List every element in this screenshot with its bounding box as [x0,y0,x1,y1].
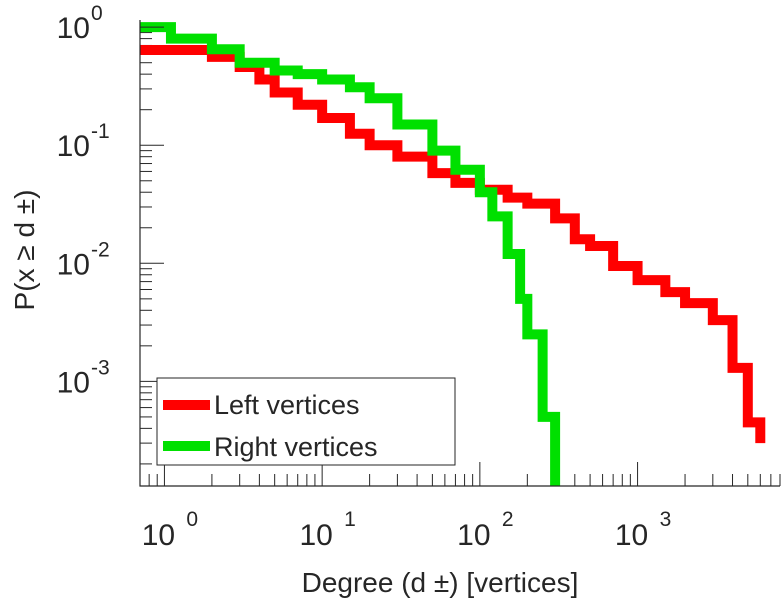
x-axis-label: Degree (d ±) [vertices] [302,567,579,598]
tick-labels: 10 0 10 1 10 2 10 310 010 -110 -210 -3 [57,2,672,552]
x-tick-label: 10 [142,519,175,552]
y-tick-exponent: 0 [91,2,103,25]
minor-ticks [139,32,781,486]
legend-label-left-vertices: Left vertices [214,390,360,420]
x-tick-label: 10 [457,519,490,552]
x-tick-exponent: 0 [186,508,198,531]
x-tick-label: 10 [615,519,648,552]
x-tick-exponent: 1 [344,508,356,531]
x-tick-label: 10 [299,519,332,552]
y-axis-label: P(x ≥ d ±) [9,190,40,311]
x-tick-exponent: 3 [660,508,672,531]
legend-label-right-vertices: Right vertices [214,432,378,462]
y-tick-label: 10 [57,12,90,45]
axes-frame [139,20,780,487]
y-tick-exponent: -1 [91,120,110,143]
series-line-right-vertices [140,22,561,486]
y-tick-exponent: -2 [91,238,110,261]
legend: Left vertices Right vertices [156,377,456,466]
x-tick-exponent: 2 [502,508,514,531]
y-tick-label: 10 [57,366,90,399]
y-tick-exponent: -3 [91,356,110,379]
y-tick-label: 10 [57,248,90,281]
series-layer [140,22,766,486]
y-tick-label: 10 [57,130,90,163]
